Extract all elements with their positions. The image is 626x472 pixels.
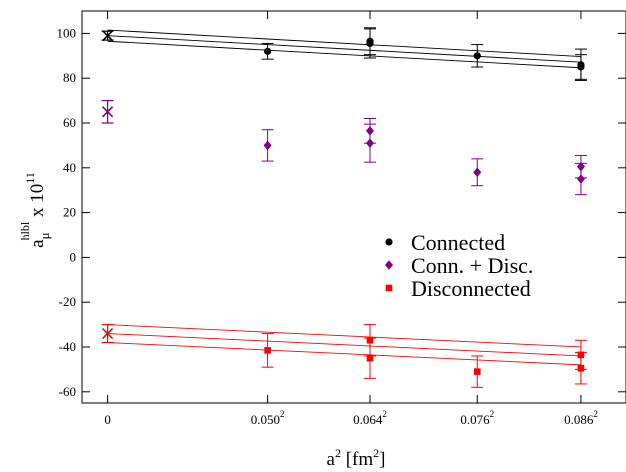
svg-text:aμhlbl x 1011: aμhlbl x 1011 (18, 172, 52, 248)
y-tick-label: 80 (63, 70, 76, 85)
data-point (261, 129, 274, 162)
x-tick-label-sup: 2 (490, 409, 495, 419)
y-axis-label-rest: x 10 (27, 184, 48, 222)
data-point (574, 54, 587, 80)
data-point (574, 352, 587, 385)
y-tick-label: 60 (63, 115, 76, 130)
x-axis-label-unit-sup: 2 (373, 446, 379, 460)
x-tick-label-base: 0.086 (564, 412, 594, 427)
legend-label: Disconnected (411, 276, 531, 301)
fit-line (107, 342, 581, 366)
data-point (261, 42, 274, 60)
extrapolation-point (101, 99, 114, 124)
fit-lines (107, 29, 581, 366)
y-axis-label-sub: μ (37, 232, 52, 239)
fit-line (107, 333, 581, 357)
y-tick-label: 20 (63, 205, 76, 220)
legend-marker (385, 260, 393, 270)
data-point (364, 123, 376, 163)
plot-frame (81, 10, 626, 404)
x-axis-label-unit-close: ] (379, 449, 385, 470)
y-tick-label: -20 (59, 294, 76, 309)
y-axis-label-a: a (27, 239, 48, 248)
y-axis-label-exp: 11 (23, 172, 37, 184)
x-tick-label-sup: 2 (593, 409, 598, 419)
y-tick-label: -60 (59, 384, 76, 399)
legend-label: Connected (411, 230, 505, 255)
x-tick-label-base: 0.064 (353, 412, 383, 427)
x-axis-title: a2 [fm2] (327, 446, 386, 470)
x-tick-label: 0.0642 (353, 409, 387, 427)
data-point (574, 162, 587, 196)
extrapolation-point (101, 30, 114, 42)
legend-entry: Conn. + Disc. (385, 253, 533, 278)
data-markers (101, 27, 587, 388)
x-tick-label: 0 (104, 412, 111, 427)
x-axis-label-unit-open: [fm (341, 449, 373, 470)
x-tick-label-base: 0 (104, 412, 111, 427)
y-tick-label: 40 (63, 160, 76, 175)
extrapolation-point (101, 324, 114, 344)
data-point (471, 158, 484, 187)
x-tick-label-sup: 2 (382, 409, 387, 419)
legend-marker (385, 238, 393, 246)
data-point (364, 27, 376, 56)
fit-line (107, 35, 581, 63)
x-axis-label-base: a (327, 449, 336, 470)
x-tick-label: 0.0862 (564, 409, 598, 427)
data-point (471, 44, 484, 68)
x-tick-label-base: 0.076 (460, 412, 490, 427)
y-axis-title: aμhlbl x 1011 (18, 172, 52, 248)
y-tick-label: 100 (57, 25, 77, 40)
legend-entry: Connected (385, 230, 505, 255)
legend-marker (385, 284, 393, 292)
legend-label: Conn. + Disc. (411, 253, 533, 278)
fit-line (107, 40, 581, 69)
fit-line (107, 324, 581, 348)
data-point (261, 333, 274, 368)
x-tick-label-sup: 2 (280, 409, 285, 419)
x-axis-label-sup: 2 (335, 446, 341, 460)
svg-text:a2 [fm2]: a2 [fm2] (327, 446, 386, 470)
y-tick-label: 0 (70, 249, 77, 264)
fit-line (107, 29, 581, 57)
x-tick-label: 0.0502 (251, 409, 285, 427)
data-point (471, 355, 484, 388)
legend-entry: Disconnected (385, 276, 531, 301)
x-tick-label: 0.0762 (460, 409, 494, 427)
data-point (364, 337, 376, 379)
y-axis-label-sup: hlbl (18, 221, 32, 240)
x-tick-label-base: 0.050 (251, 412, 280, 427)
y-tick-label: -40 (59, 339, 76, 354)
